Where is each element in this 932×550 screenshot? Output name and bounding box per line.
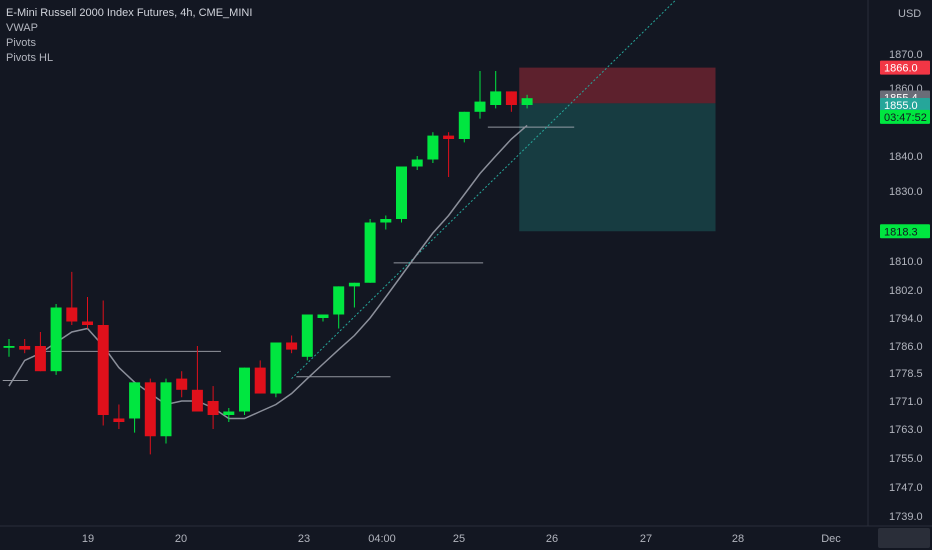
candle-body-14[interactable] [223,411,235,416]
y-tick-label-2: 1755.0 [889,453,923,465]
x-tick-label-2: 23 [298,533,310,545]
indicator-pivots-hl[interactable]: Pivots HL [6,52,54,64]
candle-body-26[interactable] [411,159,423,167]
candle-body-17[interactable] [270,342,282,394]
x-tick-label-4: 25 [453,533,465,545]
candle-body-8[interactable] [129,382,141,419]
symbol-title[interactable]: E-Mini Russell 2000 Index Futures, 4h, C… [6,7,253,19]
candle-body-11[interactable] [176,378,188,390]
y-tick-label-8: 1802.0 [889,285,923,297]
candle-body-27[interactable] [427,135,439,160]
x-tick-label-0: 19 [82,533,94,545]
trend-line[interactable] [291,0,692,379]
indicator-vwap[interactable]: VWAP [6,22,38,34]
y-tick-label-5: 1778.5 [889,368,923,380]
vwap-line [8,124,528,420]
candle-body-30[interactable] [474,101,486,112]
price-tag-label-0: 1866.0 [884,63,918,75]
candle-body-2[interactable] [34,346,46,372]
y-tick-label-3: 1763.0 [889,424,923,436]
candle-body-28[interactable] [443,135,455,139]
candle-body-12[interactable] [191,389,203,412]
candle-body-20[interactable] [317,314,329,319]
price-tag-label-4: 1818.3 [884,226,918,238]
candle-body-18[interactable] [286,342,298,350]
candle-body-23[interactable] [364,222,376,283]
y-tick-label-1: 1747.0 [889,482,923,494]
x-tick-label-8: Dec [821,533,841,545]
candle-body-33[interactable] [521,98,533,105]
currency-label: USD [898,8,921,20]
y-tick-label-11: 1840.0 [889,151,923,163]
y-tick-label-10: 1830.0 [889,186,923,198]
candle-body-6[interactable] [97,325,109,415]
stop-loss-zone[interactable] [519,67,716,104]
y-tick-label-7: 1794.0 [889,313,923,325]
candle-body-13[interactable] [207,401,219,415]
candle-body-24[interactable] [380,219,392,223]
candle-body-4[interactable] [66,307,78,322]
candle-body-31[interactable] [490,91,502,105]
candle-body-22[interactable] [348,282,360,287]
y-tick-label-9: 1810.0 [889,256,923,268]
candle-body-25[interactable] [396,166,407,220]
x-tick-label-5: 26 [546,533,558,545]
indicator-pivots[interactable]: Pivots [6,37,36,49]
candle-body-10[interactable] [160,382,172,437]
candle-body-5[interactable] [82,321,93,326]
candle-body-0[interactable] [3,346,15,348]
y-tick-label-0: 1739.0 [889,511,923,523]
candle-body-16[interactable] [254,367,266,394]
y-tick-label-4: 1771.0 [889,396,923,408]
candle-body-32[interactable] [505,91,517,105]
x-tick-label-6: 27 [640,533,652,545]
chart-legend: E-Mini Russell 2000 Index Futures, 4h, C… [6,6,252,66]
candle-body-3[interactable] [50,307,62,372]
y-tick-label-6: 1786.0 [889,341,923,353]
candle-body-19[interactable] [301,314,313,357]
axis-settings-button[interactable] [878,528,930,548]
candle-body-15[interactable] [239,367,250,412]
x-tick-label-3: 04:00 [368,533,396,545]
x-tick-label-1: 20 [175,533,187,545]
candle-body-9[interactable] [144,382,156,437]
take-profit-zone[interactable] [519,103,716,232]
candle-body-7[interactable] [113,418,125,423]
x-tick-label-7: 28 [732,533,744,545]
y-tick-label-13: 1870.0 [889,49,923,61]
price-tag-label-3: 03:47:52 [884,112,927,124]
price-tag-0 [880,60,930,75]
price-tag-2 [880,98,930,112]
price-tag-3 [880,109,930,124]
candle-body-1[interactable] [19,346,31,350]
candle-body-21[interactable] [333,286,345,315]
price-tag-4 [880,224,930,239]
price-tag-label-2: 1855.0 [884,100,918,112]
candle-body-29[interactable] [458,111,470,139]
